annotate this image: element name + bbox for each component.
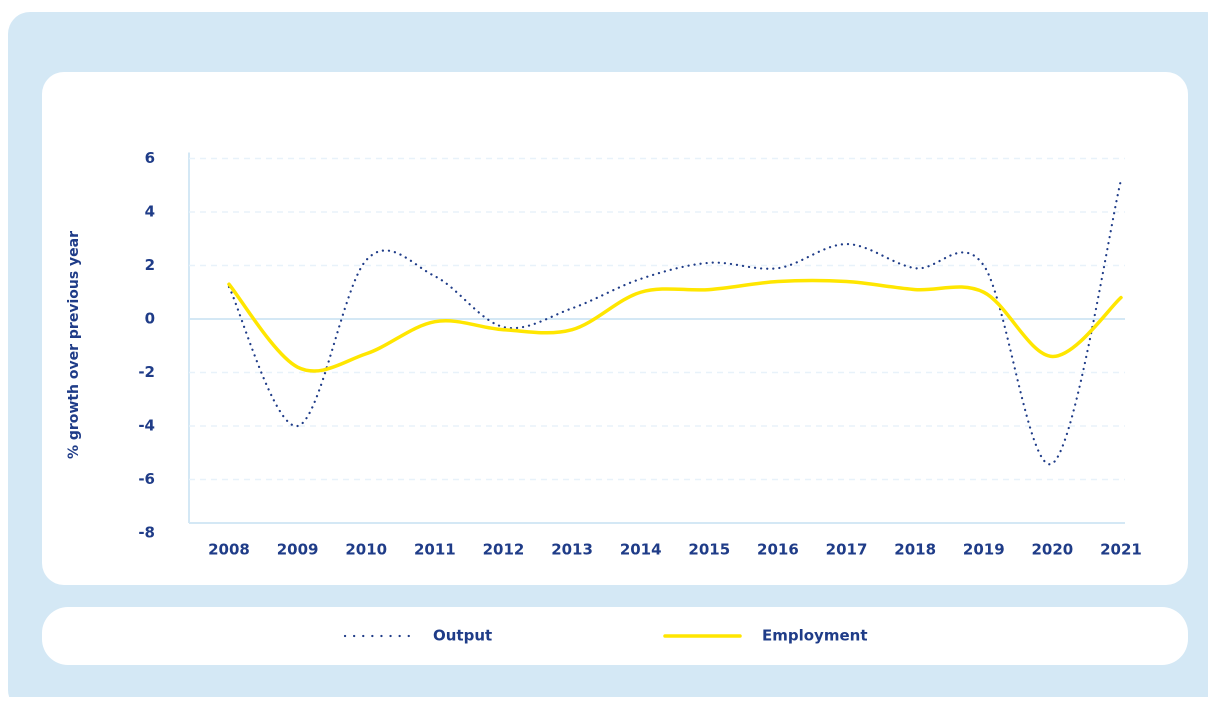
x-tick-label: 2010 <box>345 541 387 559</box>
x-tick-label: 2019 <box>963 541 1005 559</box>
x-tick-label: 2011 <box>414 541 456 559</box>
legend-label: Employment <box>762 627 868 645</box>
y-tick-label: -6 <box>138 470 155 488</box>
y-tick-label: -4 <box>138 417 155 435</box>
series-line <box>227 178 1123 466</box>
y-tick-label: 4 <box>145 203 155 221</box>
x-tick-label: 2012 <box>483 541 525 559</box>
legend-label: Output <box>433 627 492 645</box>
x-tick-label: 2015 <box>688 541 730 559</box>
x-tick-label: 2014 <box>620 541 662 559</box>
y-tick-label: 0 <box>145 310 155 328</box>
x-tick-label: 2018 <box>894 541 936 559</box>
y-tick-label: 2 <box>145 256 155 274</box>
x-tick-label: 2016 <box>757 541 799 559</box>
chart-card <box>42 72 1188 585</box>
y-tick-label: 6 <box>145 149 155 167</box>
y-tick-label: -8 <box>138 524 155 542</box>
x-tick-label: 2008 <box>208 541 250 559</box>
x-tick-label: 2009 <box>277 541 319 559</box>
y-axis-label: % growth over previous year <box>66 231 82 459</box>
x-tick-label: 2013 <box>551 541 593 559</box>
series-line <box>227 278 1123 373</box>
x-tick-label: 2021 <box>1100 541 1142 559</box>
x-tick-label: 2017 <box>826 541 868 559</box>
x-tick-label: 2020 <box>1032 541 1074 559</box>
y-tick-label: -2 <box>138 363 155 381</box>
legend-card <box>42 607 1188 665</box>
